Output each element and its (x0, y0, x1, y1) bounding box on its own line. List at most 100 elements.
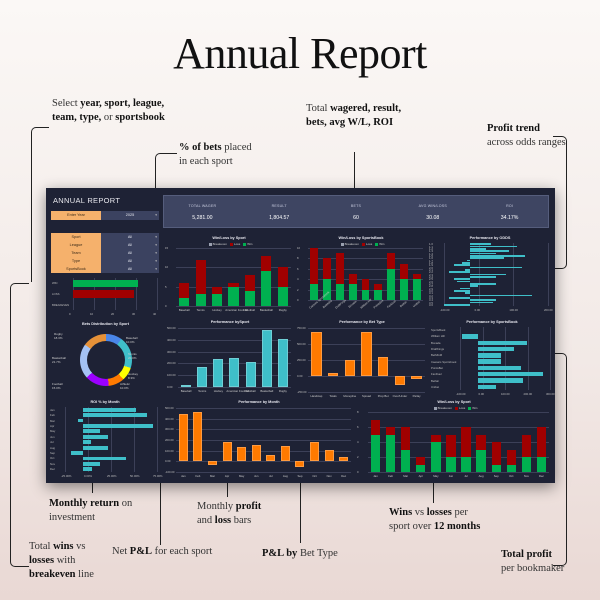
filter-league[interactable]: League All (51, 241, 159, 249)
category-label: Apr (50, 423, 55, 428)
gridline (548, 243, 549, 306)
donut-ring (80, 334, 132, 386)
category-label: Jun (448, 474, 454, 478)
gridline (88, 407, 89, 472)
category-label: 2.2 (429, 270, 433, 275)
category-label: 3.3 (429, 295, 433, 300)
chart-win-loss-by-sport: Win/Loss by Sport Breakeven Loss Win 0 5 10 15 B… (164, 236, 294, 314)
year-filter-dropdown[interactable]: 2025 (101, 211, 159, 220)
bar-win (195, 294, 206, 306)
category-label: 2.0 (429, 265, 433, 270)
gridline (527, 327, 529, 390)
filter-sport[interactable]: Sport All (51, 233, 159, 241)
bar (478, 340, 527, 345)
category-label: 2.3 (429, 272, 433, 277)
y-tick: 500.00 (167, 326, 176, 330)
x-tick: 50.00% (130, 474, 140, 478)
bar (266, 454, 276, 462)
category-label: SportsBook (431, 328, 446, 333)
category-label: Oct (312, 474, 317, 478)
bar-win (506, 464, 516, 472)
annotation-wins-losses-month: Wins vs losses per sport over 12 months (389, 507, 481, 532)
filter-type[interactable]: Type All (51, 257, 159, 265)
bar (449, 271, 470, 273)
filter-team[interactable]: Team All (51, 249, 159, 257)
category-label: Football (244, 308, 255, 312)
filter-type-dropdown[interactable]: All (101, 257, 159, 265)
year-filter[interactable]: Enter Year 2025 (51, 211, 159, 220)
category-label: 1.8 (429, 260, 433, 265)
donut-label: Tennis 20.0% (128, 352, 137, 360)
category-label: Jun (253, 474, 259, 478)
y-tick: 100.00 (165, 448, 174, 453)
gridline (368, 457, 549, 458)
filter-type-label: Type (51, 257, 101, 265)
donut-label: Hockey 8.3% (128, 372, 139, 380)
category-label: Football (245, 389, 256, 393)
kpi-avg-win-loss: AVG WIN/LOSS 30.08 (418, 204, 447, 221)
bar-loss (387, 253, 396, 269)
category-label: 2.8 (429, 284, 433, 289)
chart-performance-by-bet-type: Performance by Bet Type -250.00 0.00 250.00… (296, 320, 428, 400)
bar-win (179, 298, 190, 306)
bar (449, 297, 470, 299)
bar-win (361, 289, 370, 300)
bar (478, 384, 496, 390)
bar-loss (431, 434, 441, 442)
bar (311, 331, 322, 376)
bar-loss (244, 275, 255, 291)
filter-league-dropdown[interactable]: All (101, 241, 159, 249)
category-label: Jul (50, 440, 54, 445)
y-tick: 250.00 (297, 358, 306, 362)
category-label: Nov (326, 474, 332, 478)
category-label: Baseball (180, 389, 192, 393)
filter-sport-dropdown[interactable]: All (101, 233, 159, 241)
bar (207, 461, 217, 465)
legend-swatch (375, 242, 379, 246)
bar-loss (401, 427, 411, 450)
filter-team-dropdown[interactable]: All (101, 249, 159, 257)
category-label: May (433, 474, 439, 478)
filter-sportsbook-dropdown[interactable]: All (101, 265, 159, 273)
filter-sport-label: Sport (51, 233, 101, 241)
plot-area (308, 328, 425, 393)
category-label: 2.7 (429, 281, 433, 286)
category-label: Jan (181, 474, 186, 478)
y-tick: 8 (357, 410, 359, 414)
gridline (176, 440, 351, 441)
bar (237, 446, 247, 462)
bar-win (323, 279, 332, 300)
filter-sportsbook[interactable]: SportsBook All (51, 265, 159, 273)
category-label: DraftKings (431, 347, 445, 352)
category-label: Sep (493, 474, 499, 478)
category-label: WIN (52, 281, 58, 286)
bar-loss (211, 286, 223, 295)
category-label: May (238, 474, 245, 478)
gridline (176, 306, 291, 307)
gridline (368, 427, 549, 428)
gridline (134, 407, 135, 472)
category-label: Handicap (310, 394, 323, 398)
bar-win (211, 294, 223, 306)
category-label: 2.6 (429, 279, 433, 284)
bar (83, 407, 137, 412)
donut-label: Baseball 10.0% (126, 336, 138, 344)
y-tick: 100.00 (167, 373, 176, 378)
chart-legend: Breakeven Loss Win (296, 242, 426, 246)
legend-swatch (468, 406, 472, 410)
bar (464, 269, 470, 271)
bar (478, 365, 522, 371)
y-tick: 0 (165, 304, 167, 308)
category-label: 1.6 (429, 256, 433, 261)
bar-loss (506, 449, 516, 465)
bar (470, 301, 494, 304)
category-label: May (50, 429, 56, 434)
bar-loss (521, 434, 532, 457)
bar (478, 378, 523, 383)
bar-loss (399, 263, 408, 280)
chart-win-loss-by-month: Win/Loss by Sport Breakeven Loss Win 0 2 4 6 8 Ja… (356, 400, 552, 480)
kpi-strip: TOTAL WAGER 5,281.00 RESULT 1,804.57 BETS 6… (163, 195, 549, 228)
annotation-total-wins: Total wins vs losses with breakeven line (29, 541, 94, 580)
category-label: PointsBet (431, 365, 443, 370)
bar-loss (361, 279, 370, 290)
